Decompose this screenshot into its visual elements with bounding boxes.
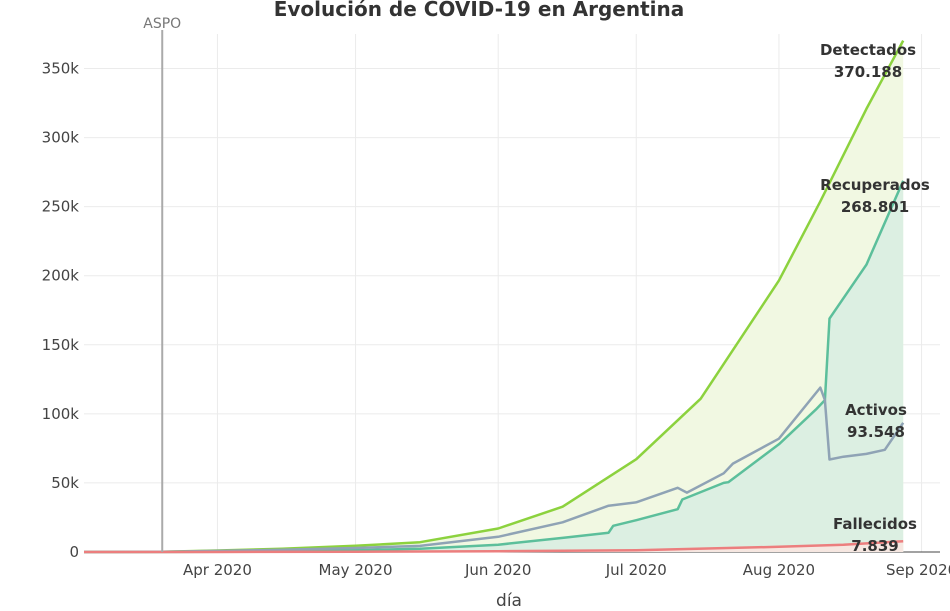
x-tick-label: Aug 2020 bbox=[743, 561, 815, 579]
area-recuperados bbox=[84, 180, 904, 552]
y-tick-label: 350k bbox=[42, 60, 80, 78]
y-tick-label: 100k bbox=[42, 405, 80, 423]
series-label-activos: Activos bbox=[845, 401, 907, 419]
area-detectados bbox=[84, 40, 904, 552]
line-fallecidos bbox=[84, 539, 904, 554]
series-end-labels: Detectados 370.188 Recuperados 268.801 Activ… bbox=[820, 41, 930, 555]
series-label-detectados: Detectados bbox=[820, 41, 916, 59]
annotations: ASPO bbox=[143, 16, 181, 552]
y-tick-label: 250k bbox=[42, 198, 80, 216]
y-tick-label: 300k bbox=[42, 129, 80, 147]
series-label-recuperados: Recuperados bbox=[820, 176, 930, 194]
y-axis-ticks: 0 50k 100k 150k 200k 250k 300k 350k bbox=[42, 60, 80, 561]
series-fills bbox=[84, 40, 904, 552]
series-lines bbox=[83, 40, 905, 554]
y-tick-label: 200k bbox=[42, 267, 80, 285]
x-tick-label: Sep 2020 bbox=[886, 561, 950, 579]
series-value-detectados: 370.188 bbox=[834, 63, 902, 81]
aspo-label: ASPO bbox=[143, 16, 181, 32]
x-axis-ticks: Apr 2020 May 2020 Jun 2020 Jul 2020 Aug 2020… bbox=[183, 561, 950, 579]
x-tick-label: May 2020 bbox=[319, 561, 393, 579]
line-activos bbox=[83, 386, 905, 554]
x-tick-label: Jul 2020 bbox=[605, 561, 667, 579]
y-tick-label: 50k bbox=[51, 474, 79, 492]
x-tick-label: Jun 2020 bbox=[464, 561, 531, 579]
x-tick-label: Apr 2020 bbox=[183, 561, 252, 579]
chart-title: Evolución de COVID-19 en Argentina bbox=[274, 0, 685, 21]
series-value-recuperados: 268.801 bbox=[841, 198, 909, 216]
series-value-fallecidos: 7.839 bbox=[851, 537, 898, 555]
y-tick-label: 150k bbox=[42, 336, 80, 354]
series-value-activos: 93.548 bbox=[847, 423, 905, 441]
x-axis-title: día bbox=[496, 591, 522, 611]
y-tick-label: 0 bbox=[69, 543, 79, 561]
series-label-fallecidos: Fallecidos bbox=[833, 515, 917, 533]
